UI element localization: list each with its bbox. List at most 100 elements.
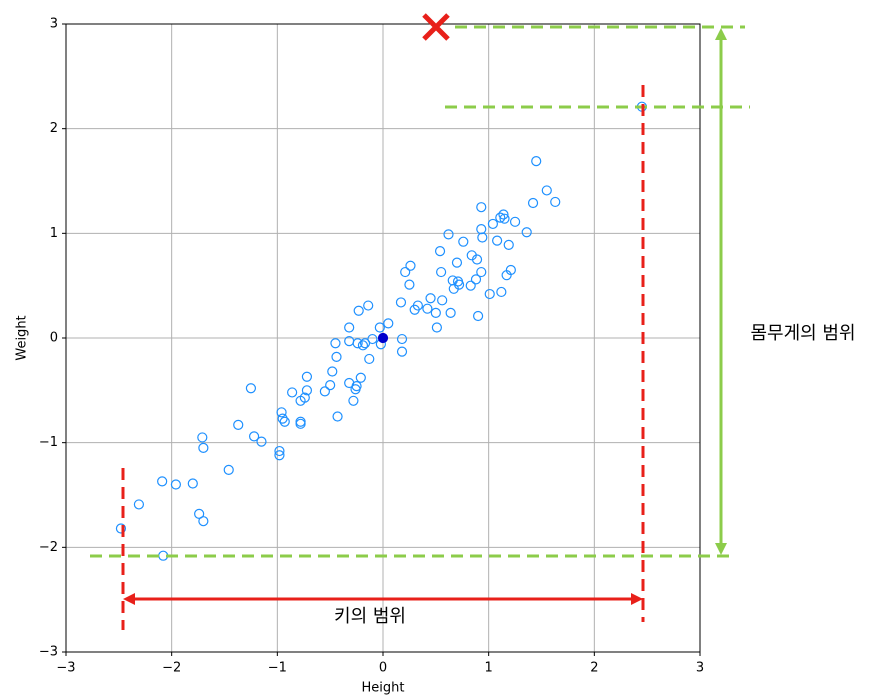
data-point [274, 445, 285, 457]
data-point [364, 353, 375, 365]
data-point [505, 264, 516, 276]
data-point [299, 392, 310, 403]
data-point [499, 213, 510, 224]
data-point [509, 216, 521, 227]
data-point [400, 266, 411, 278]
data-point [198, 516, 209, 527]
y-tick-label: 0 [50, 331, 58, 346]
data-point [295, 418, 306, 429]
x-tick-label: −2 [162, 661, 181, 676]
data-point [330, 338, 341, 349]
data-point [197, 432, 208, 443]
data-point [484, 288, 495, 300]
data-point [187, 478, 198, 489]
data-point [170, 479, 181, 490]
data-point [325, 380, 336, 391]
data-point [352, 338, 363, 349]
data-point [422, 303, 433, 314]
data-point [437, 295, 448, 306]
data-point [374, 322, 385, 333]
y-axis-label: Weight [15, 315, 30, 360]
x-tick-label: 1 [485, 661, 493, 676]
data-point [377, 332, 389, 344]
y-tick-label: 3 [50, 17, 58, 32]
data-point [430, 307, 441, 318]
data-point [279, 416, 290, 427]
data-point [256, 436, 267, 447]
y-tick-label: −1 [39, 435, 58, 450]
data-point [133, 499, 145, 510]
annotation-text: 몸무게의 범위 [750, 323, 855, 344]
data-point [521, 227, 532, 238]
points [115, 101, 647, 561]
data-point [404, 279, 415, 290]
data-point [476, 266, 487, 278]
data-point [301, 371, 313, 382]
data-point [319, 386, 330, 397]
data-point [383, 318, 394, 329]
data-point [332, 411, 343, 422]
data-point [412, 300, 423, 311]
x-tick-label: −3 [56, 661, 75, 676]
data-point [498, 209, 509, 220]
data-point [396, 333, 408, 345]
data-point [541, 185, 552, 196]
y-tick-label: 1 [50, 226, 58, 241]
data-point [276, 407, 287, 418]
data-point [248, 431, 260, 442]
data-point [367, 333, 378, 345]
data-point [357, 340, 369, 351]
data-point [477, 232, 488, 243]
x-axis-label: Height [362, 681, 405, 696]
x-mark [422, 13, 450, 41]
y-tick-label: −3 [39, 645, 58, 660]
data-point [353, 305, 364, 316]
data-point [233, 419, 244, 430]
x-tick-label: −1 [268, 661, 287, 676]
data-point [503, 239, 514, 250]
data-point [465, 280, 476, 291]
data-point [223, 464, 234, 475]
data-point [470, 274, 482, 285]
data-point [443, 229, 454, 240]
data-point [331, 351, 342, 362]
data-point [157, 476, 168, 487]
y-tick-label: 2 [50, 121, 58, 136]
data-point [277, 413, 288, 424]
data-point [395, 297, 407, 308]
data-point [425, 293, 436, 304]
data-point [198, 442, 209, 453]
data-point [295, 416, 306, 427]
data-point [327, 366, 338, 377]
data-point [351, 381, 362, 392]
data-point [451, 257, 463, 268]
data-point [492, 235, 503, 246]
data-point [487, 218, 498, 230]
data-point [301, 385, 313, 396]
x-tick-label: 2 [590, 661, 598, 676]
data-point [274, 450, 285, 461]
data-point [495, 212, 506, 223]
data-point [453, 279, 465, 290]
x-tick-label: 3 [696, 661, 704, 676]
data-point [115, 523, 127, 534]
data-point [287, 387, 298, 398]
data-point [473, 310, 484, 322]
y-tick-label: −2 [39, 540, 58, 555]
data-point [431, 322, 442, 333]
data-point [550, 196, 561, 208]
data-point [476, 224, 487, 235]
data-point [527, 197, 539, 209]
data-point [445, 307, 456, 318]
data-point [496, 286, 507, 298]
data-point [458, 236, 469, 247]
x-tick-label: 0 [379, 661, 387, 676]
data-point [344, 322, 355, 333]
data-point [471, 254, 483, 265]
data-point [476, 202, 487, 213]
data-point [355, 372, 366, 383]
data-point [245, 383, 257, 394]
data-point [436, 266, 447, 278]
data-point [405, 260, 416, 271]
